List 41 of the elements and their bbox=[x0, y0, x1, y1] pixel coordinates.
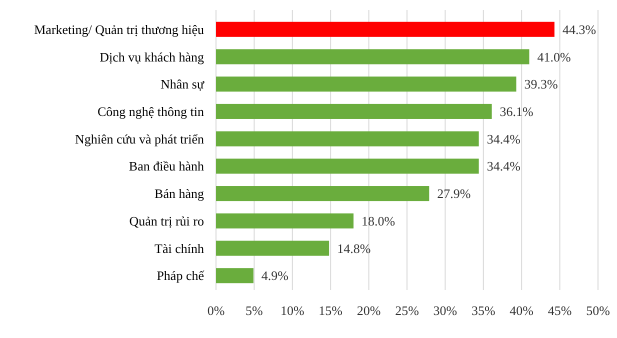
data-label: 41.0% bbox=[537, 49, 571, 64]
x-tick-label: 5% bbox=[246, 303, 264, 318]
y-tick-label: Bán hàng bbox=[154, 186, 204, 202]
y-tick-label: Pháp chế bbox=[156, 268, 206, 284]
data-label: 18.0% bbox=[362, 213, 396, 228]
bar bbox=[216, 22, 554, 37]
y-tick-label: Nghiên cứu và phát triển bbox=[74, 131, 204, 146]
y-tick-label: Tài chính bbox=[154, 240, 204, 256]
bar bbox=[216, 158, 479, 174]
bar bbox=[216, 186, 430, 202]
bar bbox=[216, 240, 330, 256]
x-tick-label: 0% bbox=[207, 303, 225, 318]
data-label: 27.9% bbox=[437, 186, 471, 202]
x-tick-label: 25% bbox=[395, 303, 420, 318]
data-label: 34.4% bbox=[486, 131, 521, 146]
bar bbox=[216, 76, 516, 92]
bar bbox=[216, 104, 492, 119]
x-tick-label: 30% bbox=[433, 303, 458, 318]
y-tick-label: Quản trị rủi ro bbox=[129, 213, 204, 228]
x-tick-label: 40% bbox=[510, 303, 534, 318]
data-label: 14.8% bbox=[337, 240, 371, 256]
y-tick-label: Nhân sự bbox=[160, 76, 205, 92]
y-tick-label: Ban điều hành bbox=[128, 158, 204, 174]
x-tick-label: 35% bbox=[471, 303, 496, 318]
data-label: 34.4% bbox=[486, 158, 521, 174]
bar bbox=[216, 213, 354, 228]
data-label: 36.1% bbox=[500, 104, 534, 120]
x-tick-label: 50% bbox=[586, 303, 610, 318]
bar bbox=[216, 268, 254, 284]
y-tick-label: Dịch vụ khách hàng bbox=[100, 49, 204, 64]
x-tick-label: 45% bbox=[548, 303, 572, 318]
x-tick-label: 15% bbox=[318, 303, 343, 318]
x-tick-label: 20% bbox=[356, 303, 381, 318]
bar bbox=[216, 131, 479, 146]
data-label: 4.9% bbox=[261, 268, 289, 284]
x-tick-label: 10% bbox=[280, 303, 304, 318]
y-tick-label: Công nghệ thông tin bbox=[97, 104, 204, 120]
data-label: 44.3% bbox=[562, 22, 596, 37]
y-tick-label: Marketing/ Quản trị thương hiệu bbox=[34, 22, 204, 37]
bar bbox=[216, 49, 530, 64]
data-label: 39.3% bbox=[524, 76, 558, 92]
